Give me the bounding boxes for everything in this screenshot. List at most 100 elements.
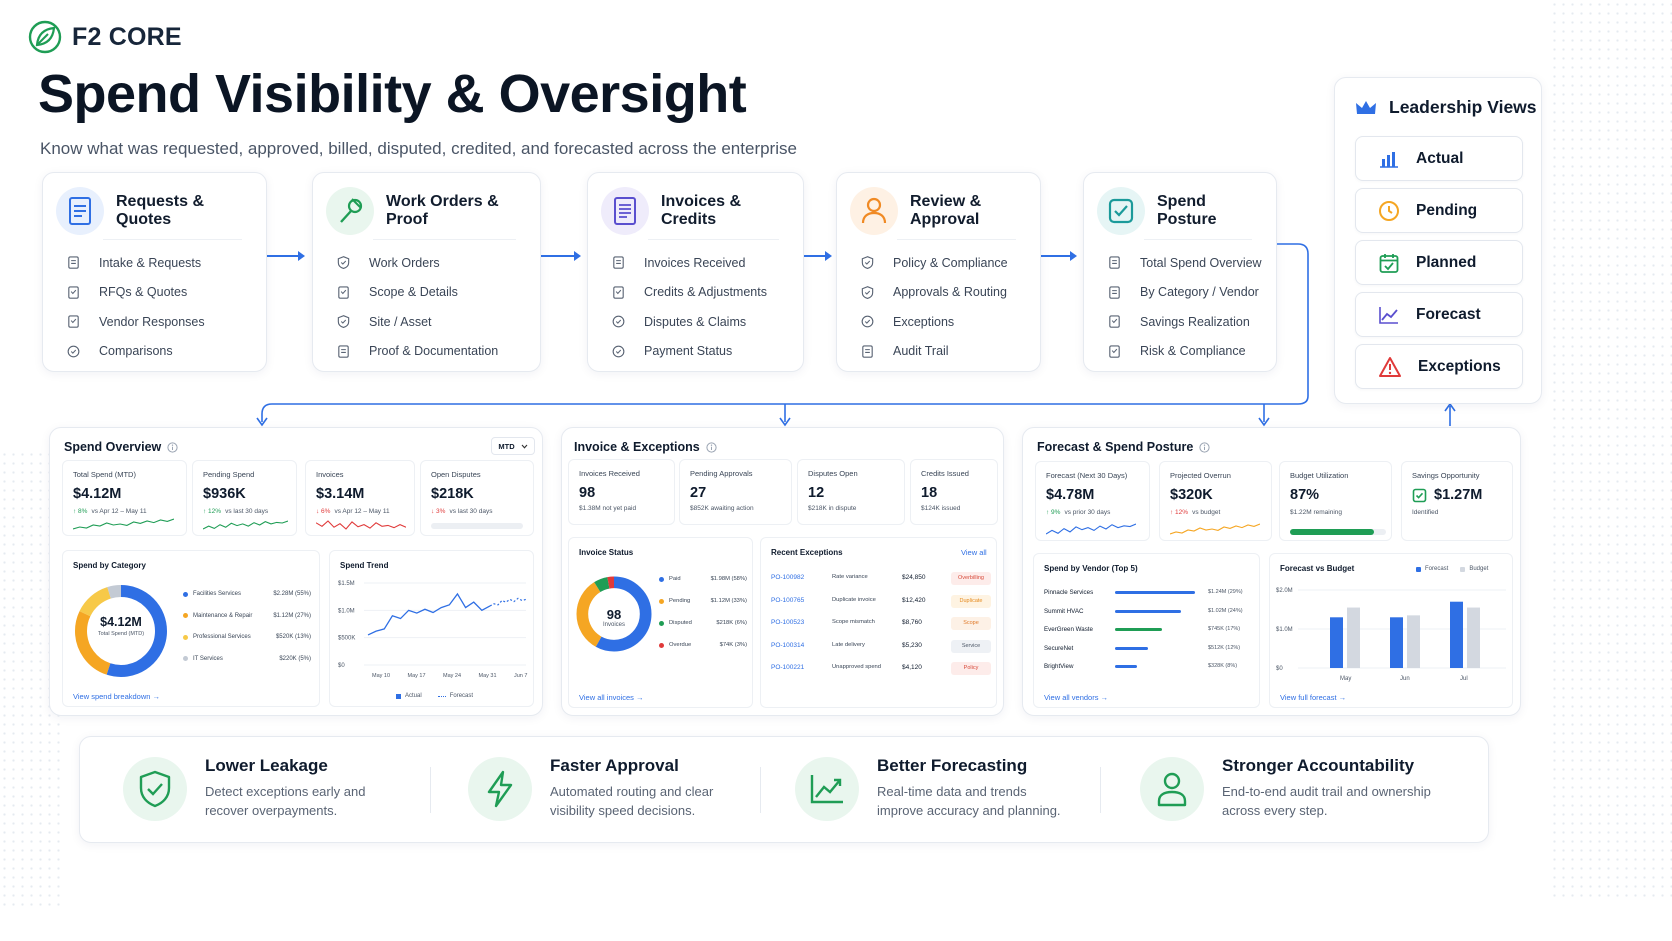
vendor-row[interactable]: Summit HVAC $1.02M (24%) (1040, 606, 1254, 618)
vendor-row[interactable]: SecureNet $512K (12%) (1040, 643, 1254, 655)
exception-po-link[interactable]: PO-100314 (771, 641, 805, 649)
leadership-views-panel: Leadership Views Actual Pending Planned … (1334, 77, 1542, 404)
legend-label: Professional Services (193, 634, 251, 640)
stage-item-label: Total Spend Overview (1140, 255, 1262, 270)
leadership-pending-label: Pending (1416, 201, 1478, 219)
stage-card-invoices-credits[interactable]: Invoices & Credits Invoices Received Credi… (587, 172, 804, 372)
stage-item-label: Vendor Responses (99, 314, 205, 329)
view-spend-breakdown-link[interactable]: View spend breakdown → (73, 692, 160, 701)
view-all-vendors-link[interactable]: View all vendors → (1044, 693, 1109, 702)
benefit-title: Lower Leakage (205, 756, 328, 775)
exception-po-link[interactable]: PO-100221 (771, 664, 805, 671)
stage-item[interactable]: Exceptions (860, 307, 1040, 337)
view-all-invoices-link[interactable]: View all invoices → (579, 693, 644, 702)
leadership-actual-label: Actual (1416, 149, 1464, 167)
exception-reason: Unapproved spend (832, 664, 881, 670)
legend-label: Budget (1469, 566, 1489, 572)
stage-card-work-orders-proof[interactable]: Work Orders & Proof Work Orders Scope & De… (312, 172, 541, 372)
kpi-card[interactable]: Disputes Open 12 $218K in dispute (797, 459, 905, 525)
exception-po-link[interactable]: PO-100982 (771, 574, 805, 581)
stage-item[interactable]: Vendor Responses (66, 307, 266, 337)
kpi-card[interactable]: Pending Approvals 27 $852K awaiting action (679, 459, 792, 525)
exception-po-link[interactable]: PO-100765 (771, 596, 805, 604)
vendor-row[interactable]: Pinnacle Services $1.24M (29%) (1040, 587, 1254, 599)
stage-item[interactable]: Scope & Details (336, 278, 540, 308)
chevron-down-icon (521, 444, 528, 449)
kpi-card[interactable]: Forecast (Next 30 Days) $4.78M ↑ 9% vs prio… (1035, 461, 1150, 541)
forecast-vs-budget-chart: $2.0M $1.0M $0 May Jun Jul (1276, 588, 1506, 682)
kpi-card[interactable]: Savings Opportunity $1.27M Identified (1401, 461, 1513, 541)
exception-row[interactable]: PO-100523 Scope mismatch $8,760 Scope (771, 616, 991, 632)
legend-dot (183, 591, 188, 597)
exception-po-link[interactable]: PO-100523 (771, 619, 805, 626)
leadership-exceptions-button[interactable]: Exceptions (1355, 344, 1523, 389)
exception-reason: Late delivery (832, 641, 865, 648)
stage-item[interactable]: Intake & Requests (66, 248, 266, 278)
vendor-row[interactable]: BrightView $328K (8%) (1040, 661, 1254, 673)
stage-item[interactable]: Payment Status (611, 337, 803, 367)
stage-item-label: By Category / Vendor (1140, 285, 1259, 300)
warning-icon (1379, 356, 1401, 377)
recent-exceptions-title: Recent Exceptions (771, 548, 843, 557)
view-all-exceptions-link[interactable]: View all (961, 548, 987, 557)
stage-item[interactable]: Work Orders (336, 248, 540, 278)
stage-item[interactable]: Savings Realization (1107, 307, 1276, 337)
exception-row[interactable]: PO-100982 Rate variance $24,850 Overbilling (771, 571, 991, 587)
stage-card-review-approval[interactable]: Review & Approval Policy & Compliance Appr… (836, 172, 1041, 372)
view-full-forecast-link[interactable]: View full forecast → (1280, 693, 1347, 702)
leadership-planned-button[interactable]: Planned (1355, 240, 1523, 285)
kpi-card[interactable]: Pending Spend $936K ↑ 12% vs last 30 days (192, 460, 297, 536)
stage-card-spend-posture[interactable]: Spend Posture Total Spend Overview By Cate… (1083, 172, 1277, 372)
exception-tag: Service (951, 639, 991, 653)
stage-card-requests-quotes[interactable]: Requests & Quotes Intake & Requests RFQs &… (42, 172, 267, 372)
stage-item[interactable]: Site / Asset (336, 307, 540, 337)
kpi-card[interactable]: Total Spend (MTD) $4.12M ↑ 8% vs Apr 12 – M… (62, 460, 187, 536)
exception-row[interactable]: PO-100221 Unapproved spend $4,120 Policy (771, 661, 991, 677)
shield-check-icon (1108, 198, 1134, 223)
stage-item[interactable]: RFQs & Quotes (66, 278, 266, 308)
stage-item[interactable]: By Category / Vendor (1107, 278, 1276, 308)
lightning-icon (487, 770, 513, 808)
stage-item-label: Savings Realization (1140, 314, 1250, 329)
exception-tag: Policy (951, 662, 991, 675)
kpi-card[interactable]: Projected Overrun $320K ↑ 12% vs budget (1159, 461, 1272, 541)
forecast-vs-budget-card: Forecast vs Budget Forecast Budget $2.0M $… (1269, 553, 1513, 708)
stage-item[interactable]: Credits & Adjustments (611, 278, 803, 308)
budget-bar (1347, 607, 1360, 668)
vendor-row[interactable]: EverGreen Waste $745K (17%) (1040, 624, 1254, 636)
stage-item[interactable]: Total Spend Overview (1107, 248, 1276, 278)
stage-item[interactable]: Disputes & Claims (611, 307, 803, 337)
y-tick-label: $500K (338, 636, 355, 642)
stage-item[interactable]: Risk & Compliance (1107, 337, 1276, 367)
crown-icon (1356, 100, 1376, 114)
exception-row[interactable]: PO-100765 Duplicate invoice $12,420 Duplica… (771, 594, 991, 610)
stage-item[interactable]: Invoices Received (611, 248, 803, 278)
kpi-card[interactable]: Credits Issued 18 $124K issued (910, 459, 998, 525)
stage-item[interactable]: Comparisons (66, 337, 266, 367)
kpi-sparkline (73, 518, 174, 530)
leadership-pending-button[interactable]: Pending (1355, 188, 1523, 233)
stage-item[interactable]: Proof & Documentation (336, 337, 540, 367)
exception-tag: Overbilling (951, 572, 991, 585)
exception-row[interactable]: PO-100314 Late delivery $5,230 Service (771, 639, 991, 655)
leadership-actual-button[interactable]: Actual (1355, 136, 1523, 181)
kpi-card[interactable]: Budget Utilization 87% $1.22M remaining (1279, 461, 1392, 541)
status-donut-label: Invoices (602, 622, 625, 628)
stage-item[interactable]: Approvals & Routing (860, 278, 1040, 308)
vendor-bar (1115, 591, 1195, 594)
kpi-card[interactable]: Invoices Received 98 $1.38M not yet paid (568, 459, 675, 525)
spend-by-category-title: Spend by Category (73, 561, 146, 570)
legend-value: $1.12M (33%) (710, 598, 747, 604)
kpi-sparkline (316, 520, 406, 530)
x-tick-label: May 17 (408, 673, 426, 679)
stage-item[interactable]: Policy & Compliance (860, 248, 1040, 278)
kpi-card[interactable]: Open Disputes $218K ↓ 3% vs last 30 days (420, 460, 534, 536)
forecast-posture-header: Forecast & Spend Posture (1037, 440, 1210, 454)
leadership-forecast-label: Forecast (1416, 305, 1481, 323)
kpi-delta: ↓ 6% (316, 508, 331, 515)
stage-item[interactable]: Audit Trail (860, 337, 1040, 367)
kpi-card[interactable]: Invoices $3.14M ↓ 6% vs Apr 12 – May 11 (305, 460, 415, 536)
shield-icon (861, 285, 874, 299)
leadership-forecast-button[interactable]: Forecast (1355, 292, 1523, 337)
period-dropdown[interactable]: MTD (491, 437, 535, 455)
